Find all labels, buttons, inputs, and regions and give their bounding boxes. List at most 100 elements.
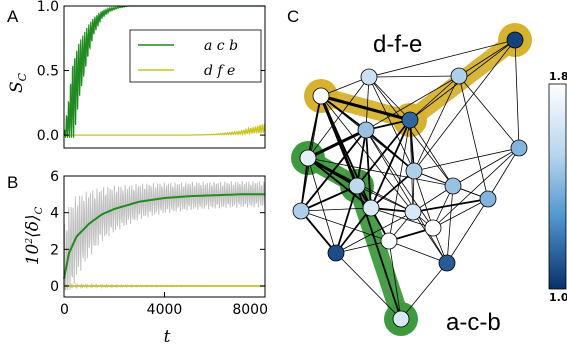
x-tick-label: 0 [60, 302, 69, 318]
network-node [357, 121, 375, 139]
network-edge [307, 157, 372, 209]
network-edge [300, 210, 337, 254]
x-tick-label: 8000 [232, 302, 268, 318]
network-node [444, 177, 462, 195]
panel-b-ylabel: 102⟨δ⟩C [23, 206, 45, 265]
network-node [327, 244, 345, 262]
y-tick-label: 0.0 [37, 128, 59, 144]
panel-letter-c: C [287, 7, 299, 26]
colorbar-min-label: 1.0 [549, 291, 567, 304]
network-edge [356, 185, 414, 213]
panel-b-xlabel: t [164, 327, 171, 344]
network-edge [300, 210, 390, 242]
network-edge [413, 39, 516, 172]
network-node [506, 31, 524, 49]
network-edge [452, 147, 520, 187]
y-tick-label: 6 [50, 169, 59, 185]
network-edge [335, 252, 402, 320]
x-tick-label: 4000 [147, 302, 183, 318]
network-edge [412, 211, 448, 264]
network-edge [388, 240, 402, 320]
network-edge [409, 119, 454, 187]
legend-label-dfe: d f e [204, 63, 235, 79]
network-edge [335, 211, 414, 254]
network-edge [335, 185, 358, 254]
panel-letter-b: B [7, 173, 18, 192]
network-node [348, 177, 366, 195]
network-edge [432, 147, 520, 229]
network-edge [307, 157, 337, 254]
network-edge [409, 75, 460, 121]
network-edge [514, 39, 520, 149]
group-label-dfe: d-f-e [373, 31, 422, 58]
network-edge [356, 129, 367, 187]
panel-a-ylabel: SC [7, 72, 29, 93]
network-node [424, 219, 442, 237]
network-node [292, 202, 310, 220]
network-node [404, 203, 422, 221]
network-node [312, 87, 330, 105]
network-edge [388, 119, 411, 242]
network-edge [370, 170, 415, 209]
network-edge [446, 185, 454, 264]
network-edge [365, 76, 370, 131]
network-edge [487, 147, 520, 200]
network-node [380, 232, 398, 250]
network-edge [300, 129, 367, 212]
network-node [479, 190, 497, 208]
panel-b-chart: 6 4 2 0 0 4000 8000 t 102⟨δ⟩C [23, 169, 268, 344]
legend-label-acb: a c b [204, 38, 238, 54]
network-node [438, 254, 456, 272]
network-node [405, 162, 423, 180]
network-edge [368, 39, 516, 78]
colorbar-max-label: 1.8 [549, 70, 567, 83]
network-panel: d-f-e a-c-b [291, 23, 532, 336]
panel-a-chart: 1.0 0.5 0.0 SC a c b d f e [7, 0, 266, 149]
network-edge [300, 207, 372, 212]
panel-letter-a: A [7, 7, 19, 26]
network-edge [413, 147, 520, 172]
network-edge [432, 198, 489, 229]
y-tick-label: 0 [50, 279, 59, 295]
network-edge [368, 76, 411, 121]
network-edge [307, 157, 454, 187]
network-edge [335, 207, 372, 254]
network-edge [412, 198, 489, 213]
network-edge [365, 129, 372, 209]
network-edge [365, 129, 434, 229]
y-tick-label: 2 [50, 242, 59, 258]
network-node [299, 149, 317, 167]
network-node [401, 111, 419, 129]
network-node [360, 68, 378, 86]
y-tick-label: 0.5 [37, 64, 59, 80]
network-edge [368, 75, 460, 78]
network-edge [335, 240, 390, 254]
panel-a-frame [63, 5, 266, 149]
network-edge [458, 75, 520, 149]
network-edge [413, 170, 434, 229]
network-edge [365, 129, 415, 172]
network-edge [458, 39, 516, 77]
network-edge [413, 75, 460, 172]
network-edge [307, 128, 367, 160]
network-edge [307, 156, 358, 188]
group-label-acb: a-c-b [446, 309, 501, 336]
network-edge [300, 157, 309, 212]
network-node [392, 310, 410, 328]
network-node [450, 67, 468, 85]
fluctuation-acb [63, 181, 266, 291]
legend-box [129, 29, 262, 83]
colorbar: 1.8 1.0 [548, 70, 567, 304]
network-edge [458, 75, 489, 200]
network-edge [300, 185, 358, 212]
network-edge [446, 198, 489, 264]
y-tick-label: 4 [50, 206, 59, 222]
network-edge [388, 240, 448, 264]
network-edge [320, 76, 370, 97]
network-edge [320, 94, 411, 122]
network-edge [365, 129, 448, 264]
network-node [510, 139, 528, 157]
legend: a c b d f e [129, 29, 262, 83]
series-line-dfe [64, 123, 266, 137]
